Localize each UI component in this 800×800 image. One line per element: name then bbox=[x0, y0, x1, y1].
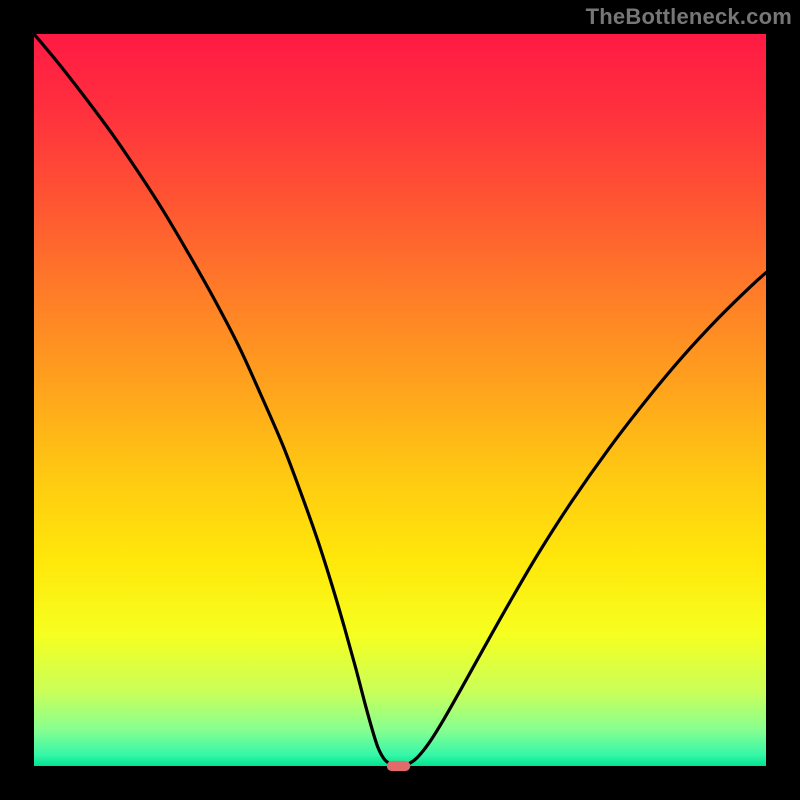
chart-container: TheBottleneck.com bbox=[0, 0, 800, 800]
watermark: TheBottleneck.com bbox=[586, 4, 792, 30]
plot-svg bbox=[0, 0, 800, 800]
gradient-background bbox=[34, 34, 766, 766]
bottom-marker bbox=[387, 761, 410, 771]
